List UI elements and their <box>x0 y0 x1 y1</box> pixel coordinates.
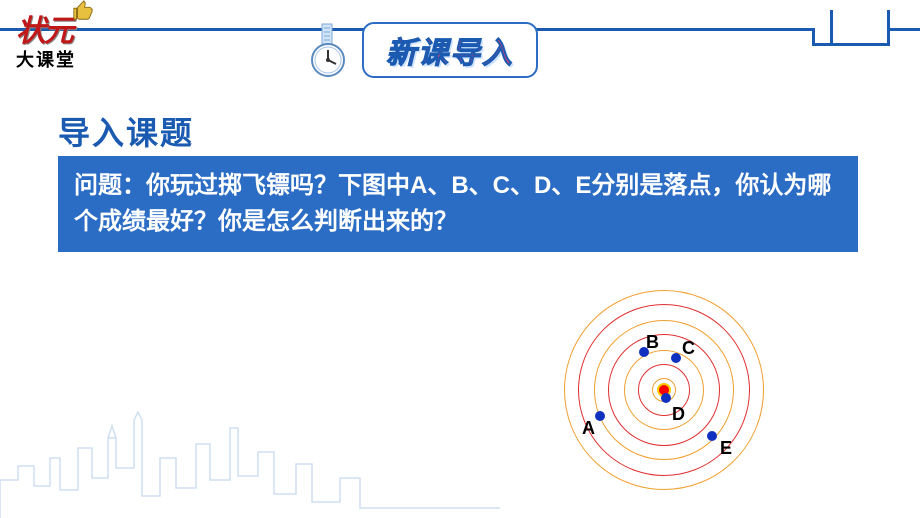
dart-point-e <box>707 431 717 441</box>
banner: 新课导入 <box>300 22 538 78</box>
dart-point-c <box>671 353 681 363</box>
dart-label-d: D <box>672 404 685 425</box>
dart-label-e: E <box>720 438 732 459</box>
dart-label-b: B <box>646 332 659 353</box>
decorative-notch-step <box>812 28 830 46</box>
clock-ruler-icon <box>300 22 356 78</box>
decorative-notch <box>830 10 890 46</box>
dart-point-a <box>595 411 605 421</box>
logo-top-text: 状元 <box>16 6 126 50</box>
thumbs-up-icon <box>72 0 94 22</box>
question-box: 问题：你玩过掷飞镖吗？下图中A、B、C、D、E分别是落点，你认为哪个成绩最好？你… <box>58 156 858 252</box>
dartboard-diagram: A B C D E <box>552 278 776 502</box>
banner-title: 新课导入 <box>386 28 514 72</box>
section-subtitle: 导入课题 <box>58 108 194 154</box>
dart-point-d <box>661 393 671 403</box>
banner-box: 新课导入 <box>362 22 538 78</box>
logo: 状元 大课堂 <box>16 6 126 72</box>
dart-label-a: A <box>582 418 595 439</box>
dart-label-c: C <box>682 338 695 359</box>
skyline-decoration <box>0 408 500 518</box>
